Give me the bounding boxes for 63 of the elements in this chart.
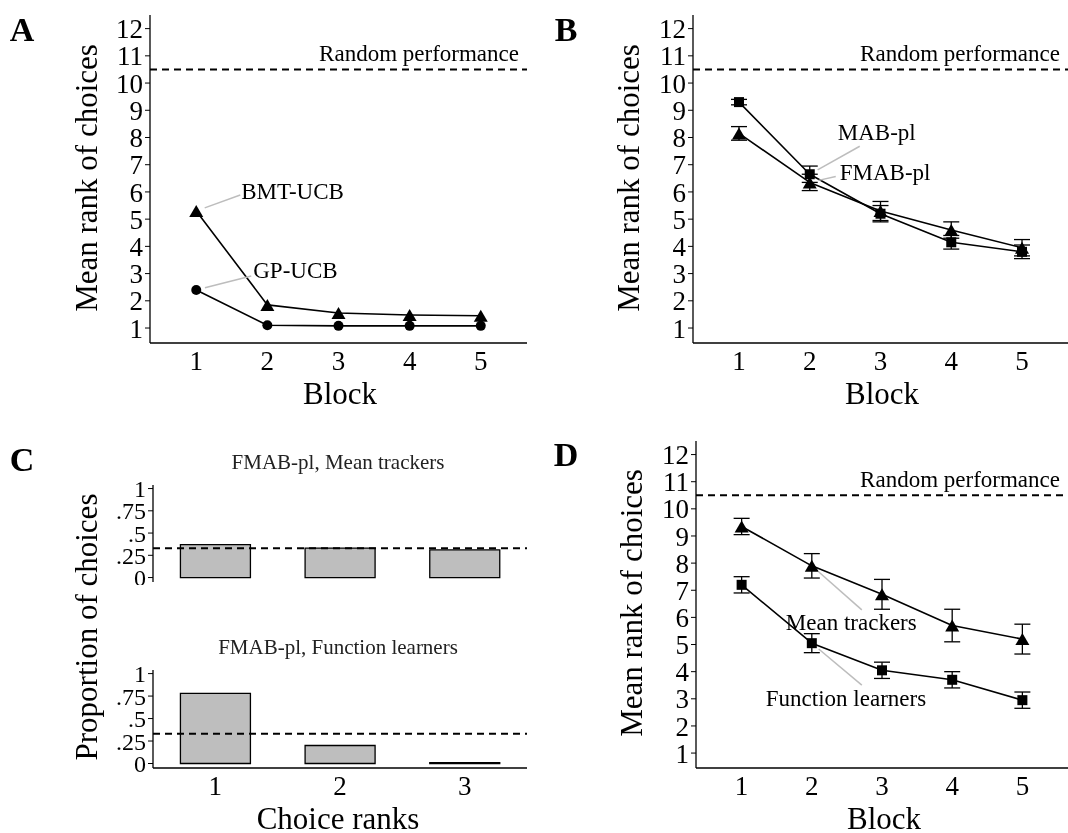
x-tick-label: 2 [333,771,347,802]
x-tick-label: 4 [945,771,960,802]
point [806,638,817,649]
text: D [553,436,579,473]
x-tick-label: 1 [732,346,746,377]
series-label: GP-UCB [253,257,338,283]
y-axis-title: Mean rank of choices [68,44,104,312]
x-axis-title: Block [846,800,922,833]
ref-line-label: Random performance [860,41,1060,67]
point [873,204,888,217]
point [945,619,960,632]
series-label: FMAB-pl [839,160,931,186]
y-axis-title: Proportion of choices [68,493,104,761]
x-axis-title: Choice ranks [256,800,420,833]
point [402,308,417,321]
chart-title: FMAB-pl, Function learners [218,634,458,659]
point [1017,695,1028,706]
x-tick-label: 1 [208,771,223,802]
x-tick-label: 3 [457,771,472,802]
x-tick-label: 1 [734,771,749,802]
point [189,204,204,217]
point [733,97,744,108]
y-axis-title: Mean rank of choices [613,469,649,737]
point [877,665,887,676]
series-label: BMT-UCB [241,178,344,204]
x-tick-label: 5 [474,346,488,377]
point [333,320,344,331]
text: C [9,441,35,478]
point [260,298,275,311]
series-label: MAB-pl [837,120,916,146]
series-label: Mean trackers [785,609,917,635]
x-tick-label: 3 [331,346,346,377]
ref-line-label: Random performance [319,41,519,67]
y-axis-title: Mean rank of choices [610,44,646,312]
x-tick-label: 4 [944,346,959,377]
point [475,320,486,331]
bar [304,744,376,765]
chart-title: FMAB-pl, Mean trackers [231,449,445,474]
point [331,307,346,320]
x-tick-label: 3 [873,346,888,377]
x-tick-label: 2 [805,771,819,802]
x-tick-label: 3 [875,771,889,802]
point [1015,633,1030,646]
x-tick-label: 5 [1015,771,1030,802]
point [947,674,958,685]
point [804,559,819,572]
text: B [554,11,578,48]
x-axis-title: Block [302,375,378,411]
x-tick-label: 2 [260,346,275,377]
point [736,579,747,590]
x-tick-label: 4 [402,346,417,377]
point [473,309,488,322]
x-axis-title: Block [844,375,920,411]
text: A [9,11,35,48]
x-tick-label: 2 [803,346,817,377]
point [262,320,273,331]
point [875,588,889,601]
point [404,320,415,331]
series-label: Function learners [765,686,927,712]
ref-line-label: Random performance [860,467,1060,493]
x-tick-label: 5 [1015,346,1029,377]
point [191,284,202,295]
x-tick-label: 1 [189,346,203,377]
